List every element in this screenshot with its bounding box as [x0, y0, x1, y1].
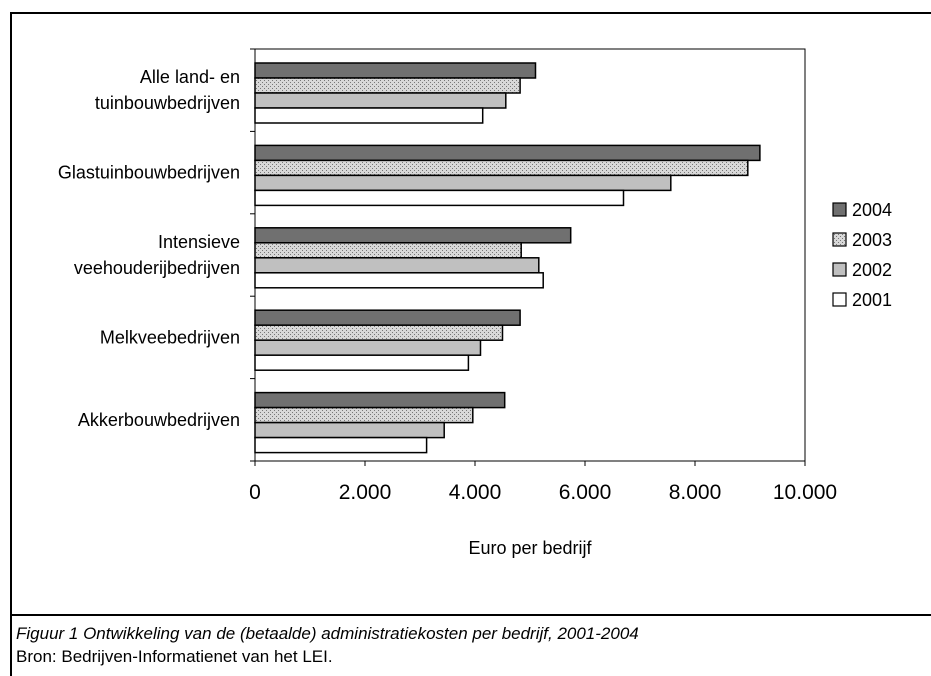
category-label: Akkerbouwbedrijven	[78, 410, 240, 430]
legend-swatch	[832, 262, 847, 277]
bar	[254, 189, 625, 207]
category-label: Intensieve	[158, 232, 240, 252]
bar	[254, 339, 482, 356]
legend-swatch	[832, 202, 847, 217]
bar	[254, 354, 470, 371]
figure-title: Figuur 1 Ontwikkeling van de (betaalde) …	[16, 624, 639, 643]
category-label: tuinbouwbedrijven	[95, 93, 240, 113]
bar	[254, 174, 672, 192]
x-tick-label: 0	[249, 481, 261, 504]
legend-label: 2004	[852, 200, 892, 220]
bar	[254, 107, 484, 124]
bar-chart: 0 2.000 4.000 6.000 8.000 10.000 Euro per bedr…	[58, 48, 892, 558]
legend-label: 2003	[852, 230, 892, 250]
bar	[254, 324, 504, 341]
bar	[254, 159, 749, 177]
category-label: Glastuinbouwbedrijven	[58, 163, 240, 183]
legend-label: 2002	[852, 260, 892, 280]
x-tick-label: 10.000	[773, 481, 837, 504]
caption-divider	[10, 614, 931, 616]
x-tick-label: 2.000	[339, 481, 392, 504]
figure-source: Bron: Bedrijven-Informatienet van het LE…	[16, 647, 333, 666]
x-tick-label: 6.000	[559, 481, 612, 504]
x-tick-label: 8.000	[669, 481, 722, 504]
bar	[254, 227, 572, 244]
bar	[254, 391, 506, 409]
bar	[254, 257, 540, 274]
bar	[254, 92, 507, 109]
figure-caption: Figuur 1 Ontwikkeling van de (betaalde) …	[16, 622, 639, 668]
legend-swatch	[832, 232, 847, 247]
bar	[254, 77, 521, 94]
x-tick-label: 4.000	[449, 481, 502, 504]
category-label: Alle land- en	[140, 67, 240, 87]
bar	[254, 309, 521, 326]
category-label: Melkveebedrijven	[100, 327, 240, 347]
bar	[254, 406, 474, 424]
x-axis-label: Euro per bedrijf	[468, 538, 592, 558]
legend-swatch	[832, 292, 847, 307]
bar	[254, 436, 428, 454]
bar	[254, 242, 522, 259]
bar	[254, 272, 544, 289]
category-label: veehouderijbedrijven	[74, 258, 240, 278]
bar	[254, 421, 445, 439]
bar	[254, 144, 761, 162]
figure-frame	[10, 12, 931, 676]
bar	[254, 62, 537, 79]
legend-label: 2001	[852, 290, 892, 310]
